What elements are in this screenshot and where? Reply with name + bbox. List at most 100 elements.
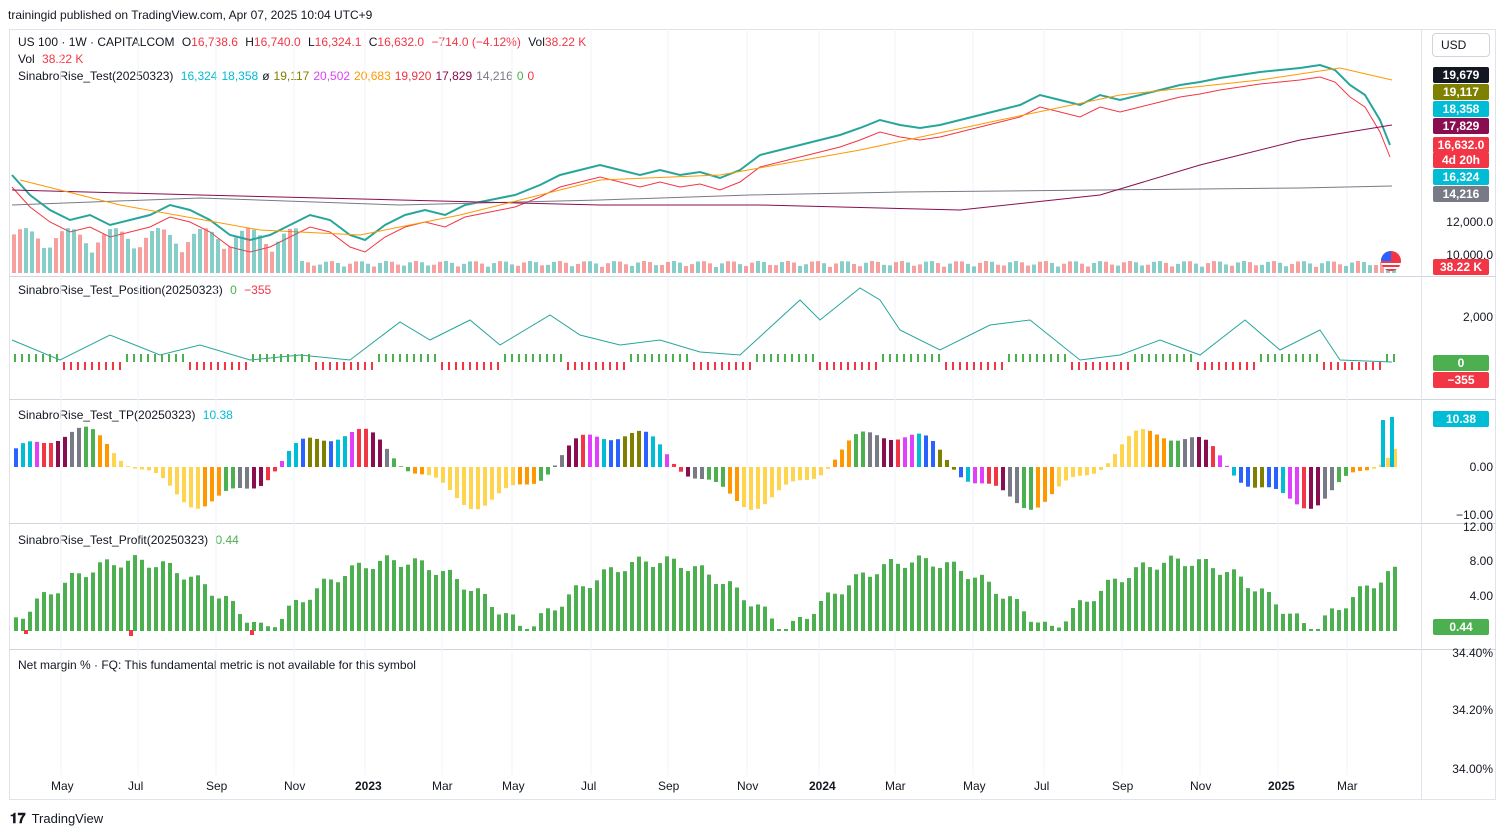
volume-bar xyxy=(510,264,514,273)
volume-bar xyxy=(1044,261,1048,273)
tp-bar xyxy=(84,426,88,467)
tp-bar xyxy=(511,467,515,486)
indicator-value: 20,502 xyxy=(313,69,351,83)
profit-bar xyxy=(903,567,907,631)
tp-bar xyxy=(770,467,774,498)
volume-bar xyxy=(372,266,376,273)
profit-bar xyxy=(679,567,683,631)
profit-bar xyxy=(1190,565,1194,631)
position-bar xyxy=(630,354,632,362)
indicator-main-name[interactable]: SinabroRise_Test(20250323) xyxy=(18,69,174,83)
position-bar xyxy=(1232,362,1234,370)
profit-bar xyxy=(294,599,298,631)
position-bar xyxy=(756,354,758,362)
volume-bar xyxy=(1374,264,1378,273)
currency-button[interactable]: USD xyxy=(1432,33,1490,57)
price-tag: 19,117 xyxy=(1433,84,1489,100)
tp-bar xyxy=(1176,440,1180,467)
profit-legend[interactable]: SinabroRise_Test_Profit(20250323) 0.44 xyxy=(18,533,243,547)
position-bar xyxy=(42,354,44,362)
volume-bar xyxy=(78,234,82,273)
profit-bar xyxy=(805,618,809,631)
volume-bar xyxy=(666,261,670,273)
position-bar xyxy=(623,362,625,370)
position-bar xyxy=(1225,362,1227,370)
pane-separator[interactable] xyxy=(9,523,1496,524)
tp-legend[interactable]: SinabroRise_Test_TP(20250323) 10.38 xyxy=(18,408,237,422)
volume-bar xyxy=(1308,263,1312,273)
symbol-legend[interactable]: US 100 · 1W · CAPITALCOM O16,738.6 H16,7… xyxy=(18,35,590,49)
tp-bar xyxy=(448,467,452,490)
volume-bar xyxy=(702,261,706,273)
position-bar xyxy=(1092,362,1094,370)
position-legend[interactable]: SinabroRise_Test_Position(20250323) 0 −3… xyxy=(18,283,275,297)
position-name[interactable]: SinabroRise_Test_Position(20250323) xyxy=(18,283,223,297)
position-bar xyxy=(1358,362,1360,370)
profit-bar xyxy=(287,605,291,631)
tp-bar xyxy=(959,467,963,478)
profit-bar xyxy=(735,587,739,631)
profit-name[interactable]: SinabroRise_Test_Profit(20250323) xyxy=(18,533,209,547)
footer[interactable]: 𝟏𝟕 TradingView xyxy=(10,810,103,827)
tp-bar xyxy=(1015,467,1019,504)
position-bar xyxy=(525,354,527,362)
volume-bar xyxy=(1218,261,1222,273)
pane-separator[interactable] xyxy=(9,276,1496,277)
pane-separator[interactable] xyxy=(9,399,1496,400)
volume-bar xyxy=(162,229,166,273)
profit-bar xyxy=(266,626,270,631)
profit-bar xyxy=(329,579,333,631)
tp-tag: 10.38 xyxy=(1433,411,1489,427)
volume-bar xyxy=(114,228,118,273)
tp-bar xyxy=(273,467,277,472)
volume-bar xyxy=(660,264,664,273)
position-bar xyxy=(1246,362,1248,370)
tp-bar xyxy=(392,458,396,467)
profit-bar xyxy=(1246,588,1250,631)
profit-bar xyxy=(546,608,550,631)
tp-bar xyxy=(1386,457,1390,467)
volume-bar xyxy=(1230,265,1234,273)
indicator-value: 19,117 xyxy=(273,69,310,83)
tp-bar xyxy=(1162,438,1166,467)
volume-bar xyxy=(780,262,784,273)
volume-bar xyxy=(960,261,964,273)
profit-bar xyxy=(665,556,669,631)
position-bar xyxy=(35,354,37,362)
position-bar xyxy=(910,354,912,362)
volume-bar xyxy=(816,261,820,273)
position-bar xyxy=(413,354,415,362)
volume-tag: 38.22 K xyxy=(1433,259,1489,275)
profit-bar xyxy=(1386,571,1390,631)
chart-area[interactable] xyxy=(9,29,1496,800)
tp-bar xyxy=(1393,448,1397,467)
position-bar xyxy=(1351,362,1353,370)
profit-bar xyxy=(889,558,893,631)
time-axis-label: Nov xyxy=(1190,779,1212,793)
volume-bar xyxy=(138,247,142,273)
tp-bar xyxy=(1071,467,1075,478)
position-bar xyxy=(1253,362,1255,370)
profit-bar xyxy=(434,574,438,631)
symbol-name[interactable]: US 100 · 1W · CAPITALCOM xyxy=(18,35,175,49)
volume-label: Vol xyxy=(18,52,35,66)
profit-bar xyxy=(1008,596,1012,631)
volume-legend[interactable]: Vol 38.22 K xyxy=(18,52,87,66)
tp-bar xyxy=(1288,467,1292,499)
profit-bar xyxy=(651,566,655,631)
volume-bar xyxy=(1086,266,1090,273)
pane-separator[interactable] xyxy=(9,649,1496,650)
indicator-main-legend[interactable]: SinabroRise_Test(20250323) 16,324 18,358 ø… xyxy=(18,69,542,83)
position-bar xyxy=(1288,354,1290,362)
volume-bar xyxy=(594,263,598,273)
profit-bar xyxy=(129,630,133,636)
position-bar xyxy=(588,362,590,370)
profit-bar xyxy=(1295,613,1299,631)
time-axis-label: May xyxy=(963,779,986,793)
volume-bar xyxy=(912,265,916,273)
position-bar xyxy=(1029,354,1031,362)
profit-bar xyxy=(1127,578,1131,631)
tp-name[interactable]: SinabroRise_Test_TP(20250323) xyxy=(18,408,196,422)
volume-bar xyxy=(1356,261,1360,273)
profit-bar xyxy=(798,616,802,631)
